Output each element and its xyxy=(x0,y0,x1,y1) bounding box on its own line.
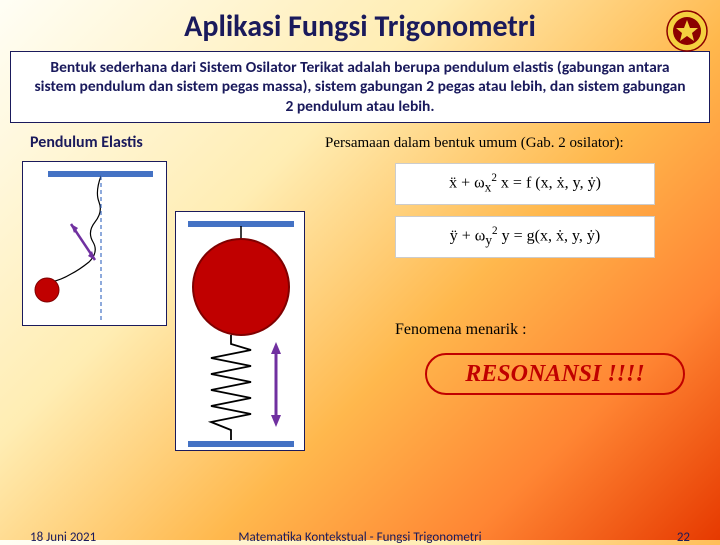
content-area: Pendulum Elastis Persamaan dalam bentuk … xyxy=(0,131,720,481)
equation-2-text: ÿ + ωy2 y = g(x, ẋ, y, ẏ) xyxy=(450,225,600,249)
equation-1-text: ẍ + ωx2 x = f (x, ẋ, y, ẏ) xyxy=(449,172,601,196)
equation-2: ÿ + ωy2 y = g(x, ẋ, y, ẏ) xyxy=(395,216,655,258)
resonance-text: RESONANSI !!!! xyxy=(465,361,644,388)
institution-logo xyxy=(666,10,708,52)
phenomena-label: Fenomena menarik : xyxy=(395,321,527,339)
equation-1: ẍ + ωx2 x = f (x, ẋ, y, ẏ) xyxy=(395,163,655,205)
pendulum-label: Pendulum Elastis xyxy=(30,133,143,152)
pendulum-diagram xyxy=(22,161,167,326)
subtitle-text: Bentuk sederhana dari Sistem Osilator Te… xyxy=(10,51,710,123)
spring-mass-diagram xyxy=(175,211,305,451)
footer-title: Matematika Kontekstual - Fungsi Trigonom… xyxy=(0,530,720,545)
equation-label: Persamaan dalam bentuk umum (Gab. 2 osil… xyxy=(325,135,624,152)
slide-title: Aplikasi Fungsi Trigonometri xyxy=(0,0,720,45)
resonance-box: RESONANSI !!!! xyxy=(425,353,685,395)
footer-page-number: 22 xyxy=(677,530,690,545)
